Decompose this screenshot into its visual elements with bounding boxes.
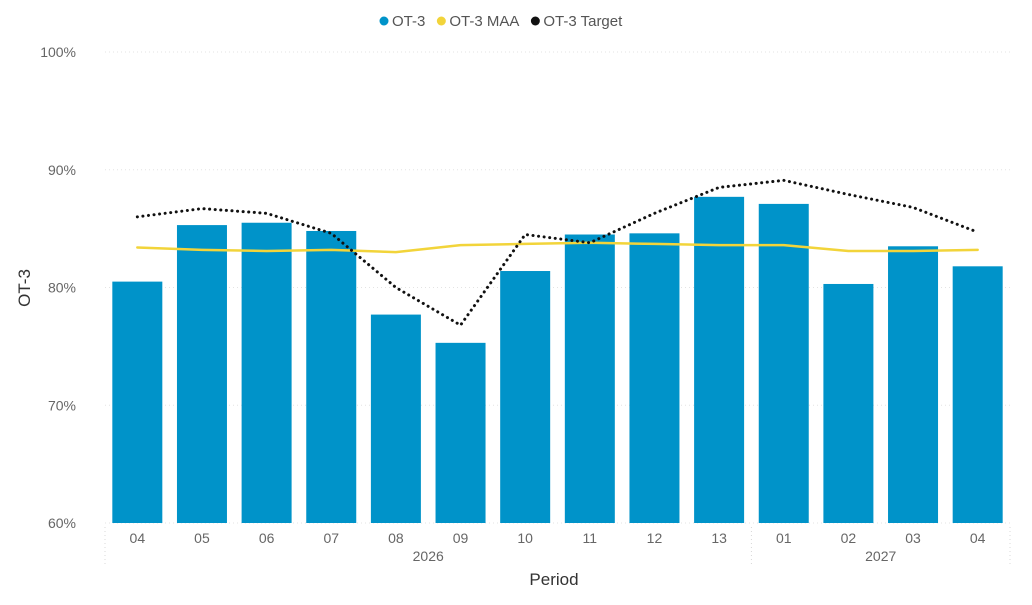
x-group-label: 2027 [865, 548, 896, 564]
bar-3[interactable] [306, 230, 357, 524]
x-tick-label: 04 [130, 530, 146, 546]
bar-12[interactable] [888, 246, 939, 523]
bar-4[interactable] [370, 314, 421, 523]
y-tick-label: 80% [48, 280, 76, 296]
x-axis-title: Period [529, 570, 578, 589]
axes-layer: 60% 70% 80% 90% 100% 04 05 06 07 08 09 10 11 12 13 01 02… [40, 44, 985, 564]
x-tick-label: 06 [259, 530, 275, 546]
bar-5[interactable] [435, 342, 486, 523]
y-tick-label: 100% [40, 44, 76, 60]
grid-layer [104, 51, 1011, 566]
bars-layer [112, 196, 1003, 524]
x-tick-label: 12 [647, 530, 663, 546]
bar-1[interactable] [176, 225, 227, 523]
bar-7[interactable] [564, 234, 615, 523]
legend-label[interactable]: OT-3 MAA [449, 13, 519, 30]
line-series-maa[interactable] [136, 241, 979, 254]
line-series-target[interactable] [135, 178, 980, 327]
x-tick-label: 04 [970, 530, 986, 546]
y-tick-label: 90% [48, 162, 76, 178]
x-tick-label: 10 [517, 530, 533, 546]
bar-6[interactable] [500, 271, 551, 523]
x-tick-label: 01 [776, 530, 792, 546]
legend-marker [530, 16, 540, 26]
x-tick-label: 11 [583, 530, 598, 546]
legend-label[interactable]: OT-3 Target [543, 13, 623, 30]
bar-13[interactable] [952, 266, 1003, 523]
x-tick-label: 03 [905, 530, 921, 546]
x-tick-label: 09 [453, 530, 469, 546]
x-tick-label: 05 [194, 530, 210, 546]
x-tick-label: 07 [323, 530, 339, 546]
bar-11[interactable] [823, 283, 874, 523]
y-axis-title: OT-3 [15, 269, 34, 307]
bar-8[interactable] [629, 233, 680, 523]
bar-2[interactable] [241, 222, 292, 524]
x-tick-label: 02 [841, 530, 857, 546]
y-tick-label: 70% [48, 397, 76, 413]
bar-10[interactable] [758, 203, 809, 523]
x-group-label: 2026 [413, 548, 444, 564]
legend-marker [436, 16, 446, 26]
x-tick-label: 13 [711, 530, 727, 546]
x-tick-label: 08 [388, 530, 404, 546]
lines-layer [135, 178, 980, 327]
legend-label[interactable]: OT-3 [392, 13, 425, 30]
legend: OT-3 OT-3 MAA OT-3 Target [379, 13, 623, 30]
bar-9[interactable] [694, 196, 745, 523]
bar-0[interactable] [112, 281, 163, 523]
legend-marker [379, 16, 389, 26]
y-tick-label: 60% [48, 515, 76, 531]
